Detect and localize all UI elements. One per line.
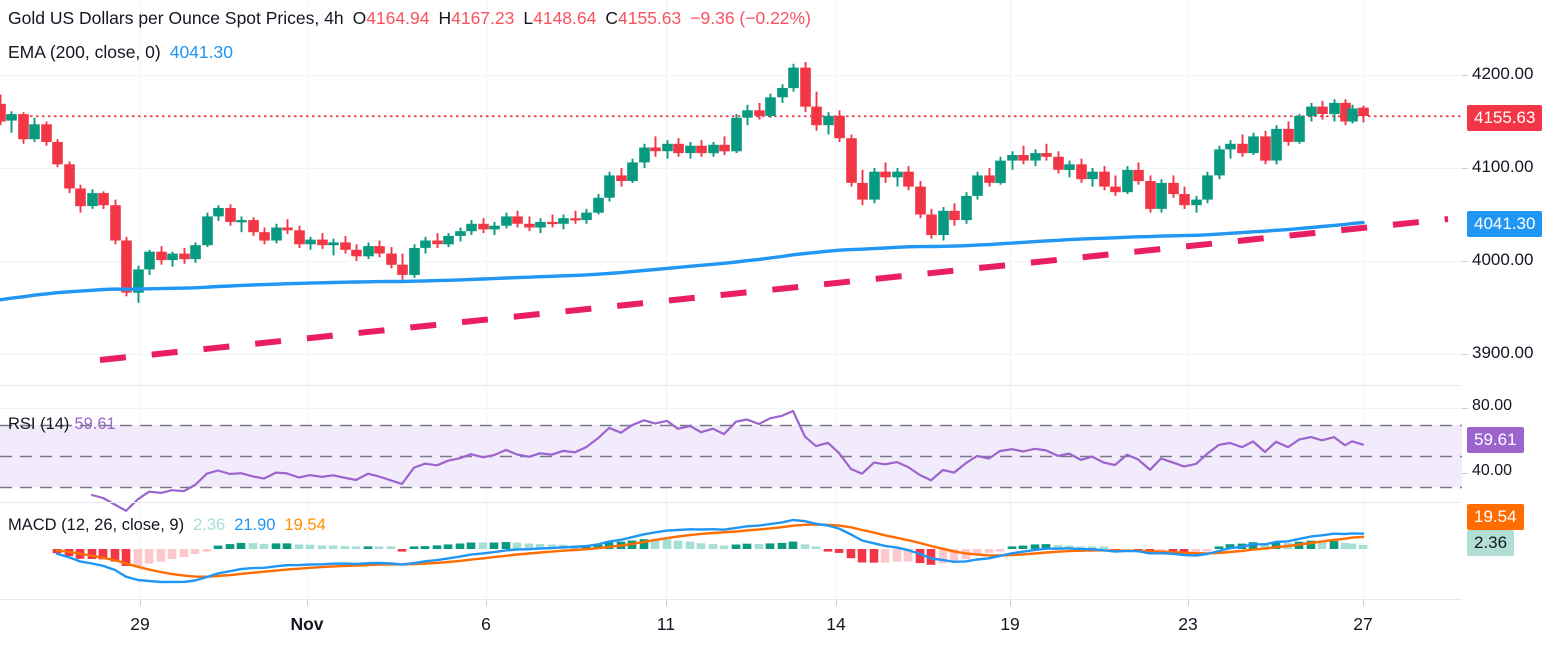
panel-separator-macd xyxy=(0,502,1462,503)
time-label-29: 29 xyxy=(130,614,150,634)
scale-tick-mark xyxy=(1462,354,1468,355)
time-tick-mark xyxy=(1363,600,1364,606)
macd-hist-badge[interactable]: 2.36 xyxy=(1467,530,1515,556)
scale-tick-mark xyxy=(1462,168,1468,169)
macd-slow-value: 19.54 xyxy=(284,516,326,534)
panel-separator-rsi xyxy=(0,385,1462,386)
ohlc-high-value: 4167.23 xyxy=(451,8,515,28)
gridlines xyxy=(0,0,1462,599)
rsi-band xyxy=(0,425,1462,487)
ohlc-open-key: O xyxy=(352,8,367,28)
scale-tick-mark xyxy=(1462,75,1468,76)
ohlc-high-key: H xyxy=(438,8,452,28)
price-tick-4100.00: 4100.00 xyxy=(1472,157,1534,176)
time-label-14: 14 xyxy=(826,614,846,634)
price-tick-3900.00: 3900.00 xyxy=(1472,343,1534,362)
macd-fast-value: 21.90 xyxy=(234,516,276,534)
panel-separator-time xyxy=(0,599,1462,600)
ema-legend-label: EMA (200, close, 0) xyxy=(8,42,161,62)
price-tick-4000.00: 4000.00 xyxy=(1472,250,1534,269)
macd-histogram xyxy=(52,539,1368,566)
time-label-nov: Nov xyxy=(290,614,324,634)
trendline-drawing[interactable] xyxy=(99,216,1449,363)
rsi-line xyxy=(90,409,1365,512)
ohlc-open-value: 4164.94 xyxy=(366,8,430,28)
ema-legend[interactable]: EMA (200, close, 0) 4041.30 xyxy=(8,41,233,64)
time-tick-mark xyxy=(836,600,837,606)
time-label-19: 19 xyxy=(1000,614,1020,634)
time-label-23: 23 xyxy=(1178,614,1198,634)
time-scale[interactable]: 29 Nov 6 11 14 19 23 27 xyxy=(0,600,1568,647)
symbol-title[interactable]: Gold US Dollars per Ounce Spot Prices, 4… xyxy=(8,8,344,28)
time-tick-mark xyxy=(307,600,308,606)
price-tick-4200.00: 4200.00 xyxy=(1472,64,1534,83)
ohlc-close-value: 4155.63 xyxy=(618,8,682,28)
price-change: −9.36 (−0.22%) xyxy=(690,8,811,28)
rsi-legend-value: 59.61 xyxy=(74,415,116,433)
ema-value-badge[interactable]: 4041.30 xyxy=(1467,211,1543,237)
main-legend[interactable]: Gold US Dollars per Ounce Spot Prices, 4… xyxy=(8,7,811,30)
macd-hist-value: 2.36 xyxy=(193,516,226,534)
macd-slow-badge[interactable]: 19.54 xyxy=(1467,504,1524,530)
ohlc-low-key: L xyxy=(523,8,534,28)
time-tick-mark xyxy=(140,600,141,606)
time-label-11: 11 xyxy=(656,614,676,634)
rsi-value-badge[interactable]: 59.61 xyxy=(1467,427,1524,453)
rsi-tick-40.00: 40.00 xyxy=(1472,462,1513,479)
time-tick-mark xyxy=(666,600,667,606)
macd-legend[interactable]: MACD (12, 26, close, 9) 2.36 21.90 19.54 xyxy=(8,515,326,536)
time-label-27: 27 xyxy=(1353,614,1373,634)
ema-legend-value: 4041.30 xyxy=(169,42,233,62)
time-tick-mark xyxy=(486,600,487,606)
ohlc-close-key: C xyxy=(605,8,619,28)
ohlc-low-value: 4148.64 xyxy=(533,8,597,28)
time-label-6: 6 xyxy=(481,614,491,634)
price-scale[interactable]: 4200.00 4100.00 4000.00 3900.00 80.00 40.00 41… xyxy=(1462,0,1568,600)
last-price-badge[interactable]: 4155.63 xyxy=(1467,105,1543,131)
time-tick-mark xyxy=(1010,600,1011,606)
candlestick-series xyxy=(0,62,1369,303)
rsi-tick-80.00: 80.00 xyxy=(1472,397,1513,414)
scale-tick-mark xyxy=(1462,408,1468,409)
time-tick-mark xyxy=(1188,600,1189,606)
scale-tick-mark xyxy=(1462,473,1468,474)
rsi-legend-label: RSI (14) xyxy=(8,415,70,433)
ema-200-line xyxy=(0,220,1365,302)
rsi-legend[interactable]: RSI (14) 59.61 xyxy=(8,414,116,435)
macd-legend-label: MACD (12, 26, close, 9) xyxy=(8,516,185,534)
scale-tick-mark xyxy=(1462,261,1468,262)
